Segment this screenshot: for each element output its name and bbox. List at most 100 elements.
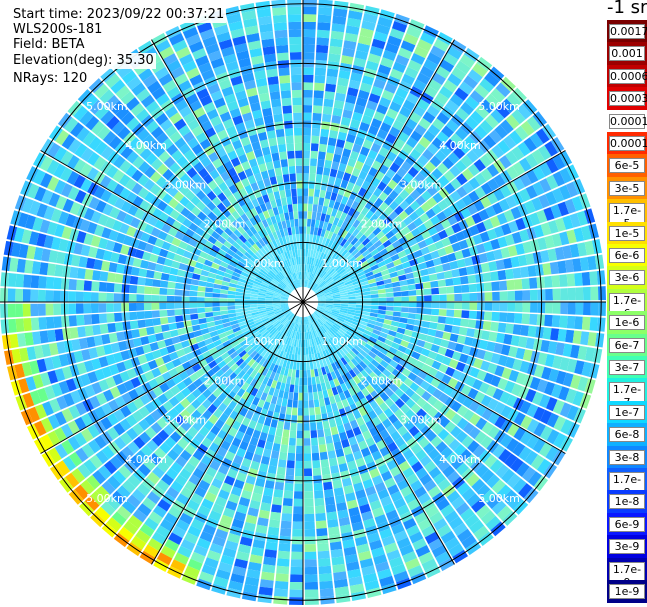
ray-cell (254, 406, 263, 416)
ray-cell (284, 181, 291, 190)
ray-cell (312, 105, 323, 114)
ray-cell (295, 316, 299, 324)
ray-cell (277, 182, 285, 191)
ray-cell (364, 403, 374, 414)
ray-cell (252, 254, 260, 262)
ray-cell (475, 105, 490, 119)
ray-cell (421, 363, 432, 374)
ray-cell (309, 173, 316, 182)
ray-cell (121, 500, 137, 514)
ray-cell (331, 309, 340, 314)
ray-cell (461, 435, 474, 448)
ray-cell (165, 467, 179, 480)
ray-cell (295, 150, 303, 159)
ray-cell (557, 201, 569, 217)
ray-cell (213, 283, 222, 289)
ray-cell (34, 404, 47, 420)
ray-cell (209, 267, 218, 274)
ray-cell (569, 243, 580, 258)
ray-cell (327, 318, 335, 325)
ray-cell (80, 163, 93, 177)
ray-cell (280, 405, 287, 415)
ray-cell (75, 291, 84, 302)
ray-cell (54, 427, 67, 443)
ray-cell (267, 261, 275, 269)
ray-cell (399, 189, 410, 200)
ray-cell (207, 211, 217, 221)
ray-cell (379, 429, 390, 440)
ray-cell (385, 168, 396, 179)
ray-cell (374, 396, 384, 406)
ray-cell (312, 250, 317, 258)
ray-cell (394, 409, 405, 420)
ray-cell (325, 294, 333, 298)
ray-cell (341, 347, 349, 355)
ray-cell (39, 262, 49, 276)
ray-cell (379, 96, 392, 108)
ray-cell (303, 339, 306, 348)
ray-cell (142, 74, 158, 88)
ray-cell (244, 332, 253, 340)
ray-cell (195, 55, 210, 67)
ray-cell (185, 93, 199, 106)
ray-cell (327, 519, 339, 528)
ray-cell (267, 208, 275, 218)
ray-cell (38, 317, 47, 330)
ray-cell (305, 256, 308, 265)
ray-cell (263, 487, 274, 497)
ray-cell (267, 288, 275, 293)
ray-cell (233, 268, 243, 275)
ray-cell (469, 519, 485, 534)
ray-cell (582, 286, 591, 301)
ray-cell (213, 378, 223, 388)
ray-cell (325, 297, 334, 300)
ray-cell (306, 233, 310, 242)
ray-cell (140, 232, 151, 243)
ray-cell (253, 223, 261, 233)
ray-cell (491, 500, 507, 515)
ray-cell (241, 160, 251, 171)
ray-cell (488, 261, 498, 272)
ray-cell (393, 296, 402, 302)
ray-cell (258, 365, 266, 375)
ray-cell (210, 57, 225, 69)
ray-cell (246, 335, 254, 343)
ray-cell (333, 322, 342, 329)
ray-cell (321, 237, 327, 246)
ray-cell (195, 227, 205, 236)
ray-cell (215, 253, 224, 261)
ray-cell (201, 69, 215, 81)
ray-cell (182, 377, 193, 387)
ray-cell (245, 514, 258, 525)
ray-cell (403, 33, 419, 46)
ray-cell (175, 213, 186, 224)
ray-cell (128, 294, 137, 302)
ray-cell (540, 222, 552, 236)
ray-cell (320, 315, 328, 321)
ray-cell (540, 339, 550, 353)
ray-cell (106, 292, 114, 302)
ray-cell (343, 422, 352, 432)
ray-cell (162, 400, 174, 412)
ray-cell (133, 397, 145, 410)
ray-cell (378, 146, 390, 158)
ray-cell (332, 433, 341, 443)
ray-cell (347, 291, 356, 295)
ray-cell (356, 129, 368, 139)
ray-cell (258, 586, 273, 596)
ray-cell (274, 121, 284, 130)
ray-cell (310, 158, 318, 167)
ray-cell (511, 146, 525, 161)
ray-cell (338, 392, 347, 401)
ray-cell (304, 476, 313, 484)
ray-cell (327, 279, 335, 286)
ray-cell (355, 489, 367, 500)
ray-cell (274, 256, 280, 264)
ray-cell (548, 368, 560, 383)
ray-cell (106, 413, 119, 426)
ray-cell (378, 297, 387, 302)
ray-cell (179, 173, 191, 185)
ray-cell (382, 273, 391, 280)
ray-cell (267, 168, 276, 178)
ray-cell (230, 28, 245, 39)
